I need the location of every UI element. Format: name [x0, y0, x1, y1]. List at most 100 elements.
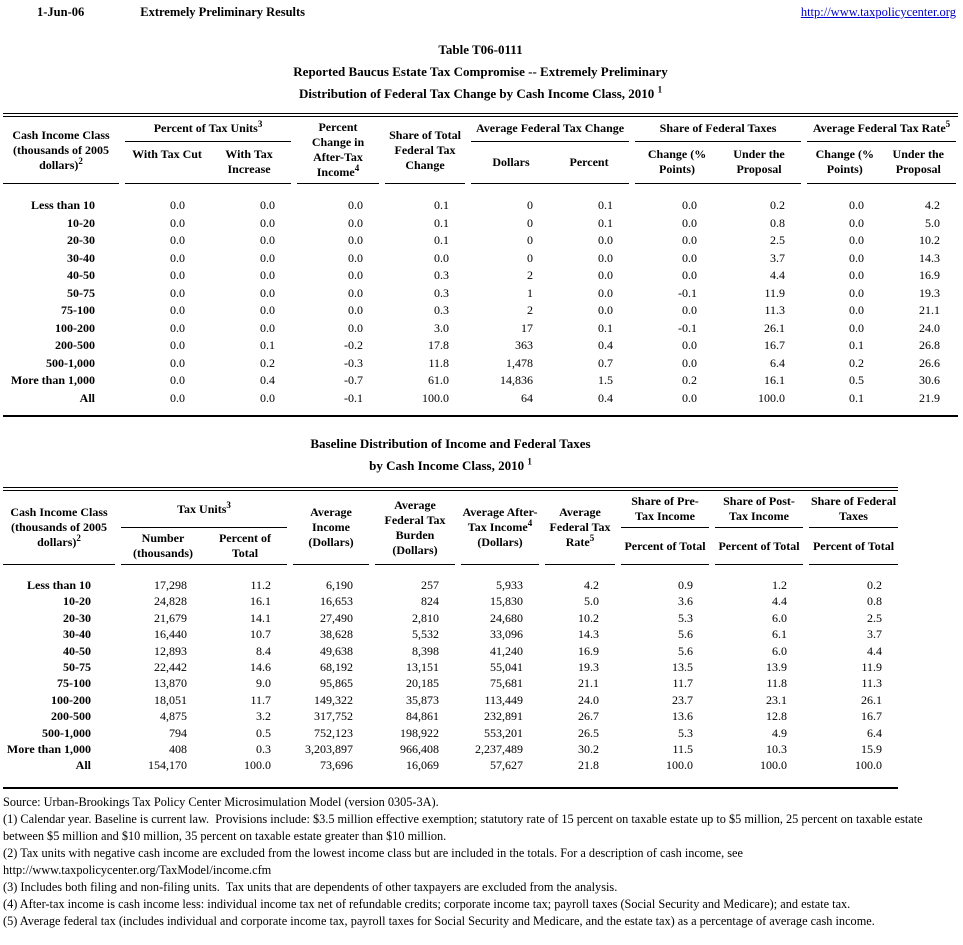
- cell: 30.6: [919, 373, 941, 387]
- cell: 6,190: [326, 578, 353, 592]
- cell: 10.7: [250, 627, 271, 642]
- table-row: 40-50 0.0 0.0 0.0 0.3 2 0.0 0.0 4.4 0.0 16.9: [3, 267, 956, 285]
- cell: 1.5: [598, 373, 614, 387]
- cell: 16,653: [320, 594, 353, 609]
- cell: 13.9: [766, 660, 787, 675]
- cell: 2.5: [770, 233, 786, 247]
- cell: 0.0: [260, 303, 276, 317]
- cell: 5.6: [678, 643, 693, 658]
- cell: 0.0: [260, 250, 276, 265]
- cell: 100.0: [760, 758, 787, 773]
- cell: 0.0: [682, 268, 698, 282]
- row-label: All: [75, 758, 91, 773]
- cell: 75,681: [490, 676, 523, 691]
- cell: 2,810: [412, 610, 439, 625]
- cell: 16.7: [861, 709, 882, 724]
- cell: 100.0: [666, 758, 693, 773]
- cell: 10.2: [578, 610, 599, 625]
- cell: 0: [527, 198, 534, 212]
- table1-top-rule: [3, 113, 958, 117]
- cell: 19.3: [919, 285, 941, 300]
- cell: 0.0: [260, 285, 276, 300]
- tax-change-table-body: Less than 10 0.0 0.0 0.0 0.1 0 0.1 0.0 0.2 0.0 4.2…: [3, 184, 956, 407]
- cell: 3.6: [678, 594, 693, 609]
- cell: 55,041: [490, 660, 523, 675]
- col-header-average-federal-tax-rate: Average Federal Tax Rate5: [545, 491, 615, 565]
- cell: 1,478: [506, 355, 534, 370]
- table-row: 75-100 13,870 9.0 95,865 20,185 75,681 21.1 11.…: [3, 675, 898, 691]
- cell: 0.4: [598, 390, 614, 405]
- cell: 38,628: [320, 627, 353, 642]
- row-label: 100-200: [51, 692, 91, 707]
- cell: 3.0: [434, 320, 450, 335]
- cell: 4.4: [772, 594, 787, 609]
- cell: 24,828: [154, 594, 187, 609]
- col-header-share-of-total-change: Share of Total Federal Tax Change: [385, 117, 466, 184]
- col-header-income-class: Cash Income Class (thousands of 2005 dol…: [3, 117, 119, 184]
- table1-title-line3: Distribution of Federal Tax Change by Ca…: [298, 84, 663, 101]
- row-label: 50-75: [63, 660, 91, 675]
- table2-title-line1: Baseline Distribution of Income and Fede…: [310, 436, 591, 451]
- group-header-share-of-federal-taxes: Share of Federal Taxes: [635, 117, 802, 142]
- status-label: Extremely Preliminary Results: [140, 5, 306, 19]
- row-label: 200-500: [55, 338, 95, 352]
- table-row: Less than 10 17,298 11.2 6,190 257 5,933 4.2 0.…: [3, 565, 898, 593]
- cell: 0.0: [348, 320, 364, 335]
- table-row: 500-1,000 0.0 0.2 -0.3 11.8 1,478 0.7 0.0 6.4 0.2…: [3, 355, 956, 373]
- cell: 11.5: [672, 742, 693, 757]
- cell: 100.0: [244, 758, 271, 773]
- cell: 16,440: [154, 627, 187, 642]
- cell: 20,185: [406, 676, 439, 691]
- footnote-1: (1) Calendar year. Baseline is current l…: [3, 811, 926, 843]
- cell: 0.3: [434, 303, 450, 317]
- cell: 0.2: [849, 355, 865, 370]
- cell: 0.0: [260, 268, 276, 282]
- cell: 11.8: [766, 676, 787, 691]
- cell: 0.1: [849, 390, 865, 405]
- row-label: 40-50: [67, 268, 95, 282]
- col-header-income-class: Cash Income Class (thousands of 2005 dol…: [3, 491, 115, 565]
- cell: 13.5: [672, 660, 693, 675]
- col-header-average-income: Average Income (Dollars): [293, 491, 369, 565]
- cell: 0.0: [682, 250, 698, 265]
- cell: 0.7: [598, 355, 614, 370]
- cell: 0.0: [849, 285, 865, 300]
- group-header-share-federal-taxes: Share of Federal Taxes: [809, 491, 898, 528]
- cell: 100.0: [855, 758, 882, 773]
- cell: 0.5: [256, 725, 271, 740]
- cell: 26.7: [578, 709, 599, 724]
- cell: 0.0: [260, 198, 276, 212]
- cell: 0.8: [867, 594, 882, 609]
- cell: 16.7: [764, 338, 786, 352]
- group-header-percent-of-tax-units: Percent of Tax Units3: [125, 117, 292, 142]
- cell: 16.9: [919, 268, 941, 282]
- cell: 0.0: [682, 390, 698, 405]
- baseline-table-body: Less than 10 17,298 11.2 6,190 257 5,933 4.2 0.…: [3, 565, 898, 774]
- cell: 10.2: [919, 233, 941, 247]
- cell: 4.4: [770, 268, 786, 282]
- subheaders-percent-of-tax-units: With Tax Cut With Tax Increase: [125, 142, 292, 184]
- table-row: 200-500 0.0 0.1 -0.2 17.8 363 0.4 0.0 16.7 0.1 26.…: [3, 337, 956, 355]
- cell: 15.9: [861, 742, 882, 757]
- page-header: 1-Jun-06 Extremely Preliminary Results h…: [3, 4, 958, 21]
- cell: 0.0: [598, 233, 614, 247]
- cell: 0: [527, 233, 534, 247]
- taxpolicycenter-link[interactable]: http://www.taxpolicycenter.org: [800, 5, 956, 19]
- cell: 0.2: [682, 373, 698, 387]
- col-header-percent-change-after-tax-income: Percent Change in After-Tax Income4: [297, 117, 380, 184]
- cell: 9.0: [256, 676, 271, 691]
- cell: 5.6: [678, 627, 693, 642]
- cell: 26.8: [919, 338, 941, 352]
- col-header-average-after-tax-income: Average After-Tax Income4 (Dollars): [461, 491, 539, 565]
- cell: 5.0: [925, 215, 941, 230]
- row-label: 30-40: [63, 627, 91, 642]
- cell: 0.0: [598, 303, 614, 317]
- subheader-post-tax-percent-of-total: Percent of Total: [715, 528, 803, 565]
- cell: 0.0: [348, 303, 364, 317]
- cell: 41,240: [490, 643, 523, 658]
- cell: 0.0: [849, 320, 865, 335]
- cell: 26.6: [919, 355, 941, 370]
- cell: 3.7: [867, 627, 882, 642]
- row-label: Less than 10: [26, 578, 91, 592]
- cell: 966,408: [400, 742, 439, 757]
